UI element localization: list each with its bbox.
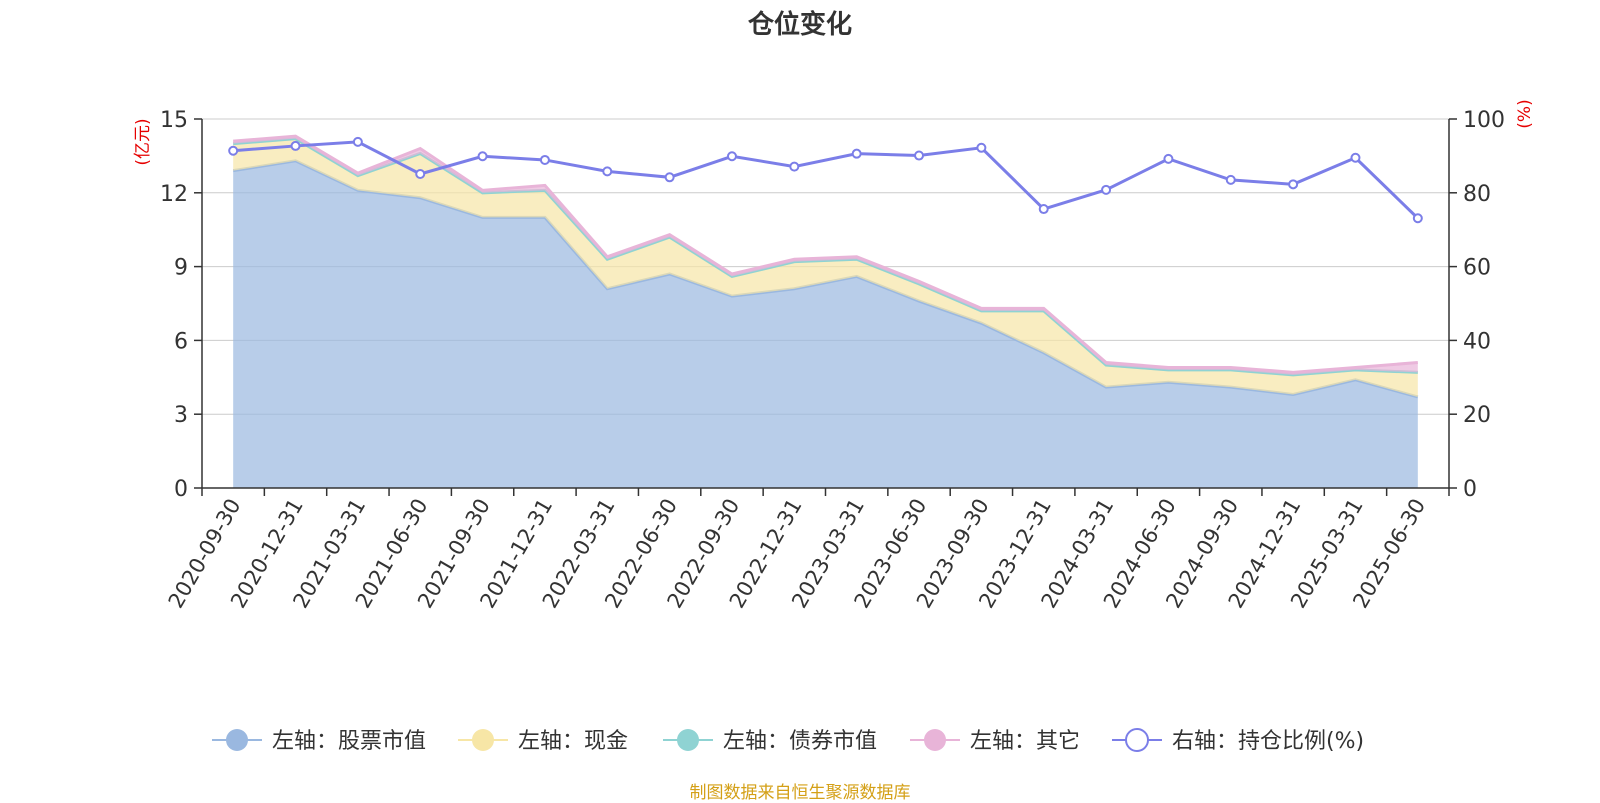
chart-svg: 03691215020406080100(亿元)(%)2020-09-30202… [133, 99, 1535, 754]
legend-label: 左轴：现金 [518, 729, 628, 754]
legend-marker [924, 729, 946, 751]
ratio-point [789, 161, 800, 172]
legend-marker [226, 729, 248, 751]
left-axis-unit: (亿元) [133, 118, 153, 165]
source-note: 制图数据来自恒生聚源数据库 [689, 783, 911, 803]
area-series-0 [233, 160, 1418, 488]
ratio-point [602, 166, 613, 177]
legend-label: 左轴：其它 [970, 729, 1080, 754]
legend-label: 左轴：股票市值 [272, 729, 426, 754]
area-line-series-3 [233, 134, 1418, 374]
ratio-point [1288, 179, 1299, 190]
right-axis-unit: (%) [1515, 99, 1535, 128]
legend-marker [472, 729, 494, 751]
ratio-point [415, 168, 426, 179]
legend-item-3[interactable]: 左轴：其它 [910, 729, 1080, 754]
area-series-1 [233, 138, 1418, 397]
legend-item-4[interactable]: 右轴：持仓比例(%) [1112, 728, 1364, 754]
left-tick-label: 6 [174, 329, 188, 354]
left-tick-label: 15 [160, 108, 188, 133]
legend-marker [677, 729, 699, 751]
left-tick-label: 9 [174, 256, 188, 281]
area-layer [232, 134, 1419, 488]
left-tick-label: 12 [160, 182, 188, 207]
legend-item-1[interactable]: 左轴：现金 [458, 729, 628, 754]
chart-title: 仓位变化 [747, 10, 852, 40]
ratio-point [1412, 213, 1423, 224]
ratio-point [290, 140, 301, 151]
left-tick-label: 0 [174, 477, 188, 502]
right-tick-label: 0 [1463, 477, 1477, 502]
legend-item-2[interactable]: 左轴：债券市值 [663, 729, 877, 754]
ratio-point [228, 145, 239, 156]
ratio-point [1350, 152, 1361, 163]
legend-marker [1125, 728, 1149, 752]
ratio-line [233, 140, 1419, 220]
ratio-point [851, 148, 862, 159]
ratio-point [539, 154, 550, 165]
legend-label: 左轴：债券市值 [723, 729, 877, 754]
ratio-point [1225, 174, 1236, 185]
right-tick-label: 100 [1463, 108, 1505, 133]
ratio-point [1101, 184, 1112, 195]
ratio-point [976, 142, 987, 153]
right-tick-label: 40 [1463, 329, 1491, 354]
ratio-point [914, 150, 925, 161]
line-layer [228, 136, 1423, 224]
ratio-point [1163, 153, 1174, 164]
right-tick-label: 20 [1463, 403, 1491, 428]
ratio-point [664, 172, 675, 183]
ratio-point [477, 151, 488, 162]
ratio-point [1038, 204, 1049, 215]
right-tick-label: 60 [1463, 256, 1491, 281]
legend-item-0[interactable]: 左轴：股票市值 [212, 729, 426, 754]
legend-label: 右轴：持仓比例(%) [1172, 729, 1364, 754]
left-tick-label: 3 [174, 403, 188, 428]
ratio-point [726, 151, 737, 162]
legend[interactable]: 左轴：股票市值 左轴：现金 左轴：债券市值 左轴：其它 右轴：持仓比例(%) [212, 728, 1364, 754]
right-tick-label: 80 [1463, 182, 1491, 207]
ratio-point [352, 136, 363, 147]
